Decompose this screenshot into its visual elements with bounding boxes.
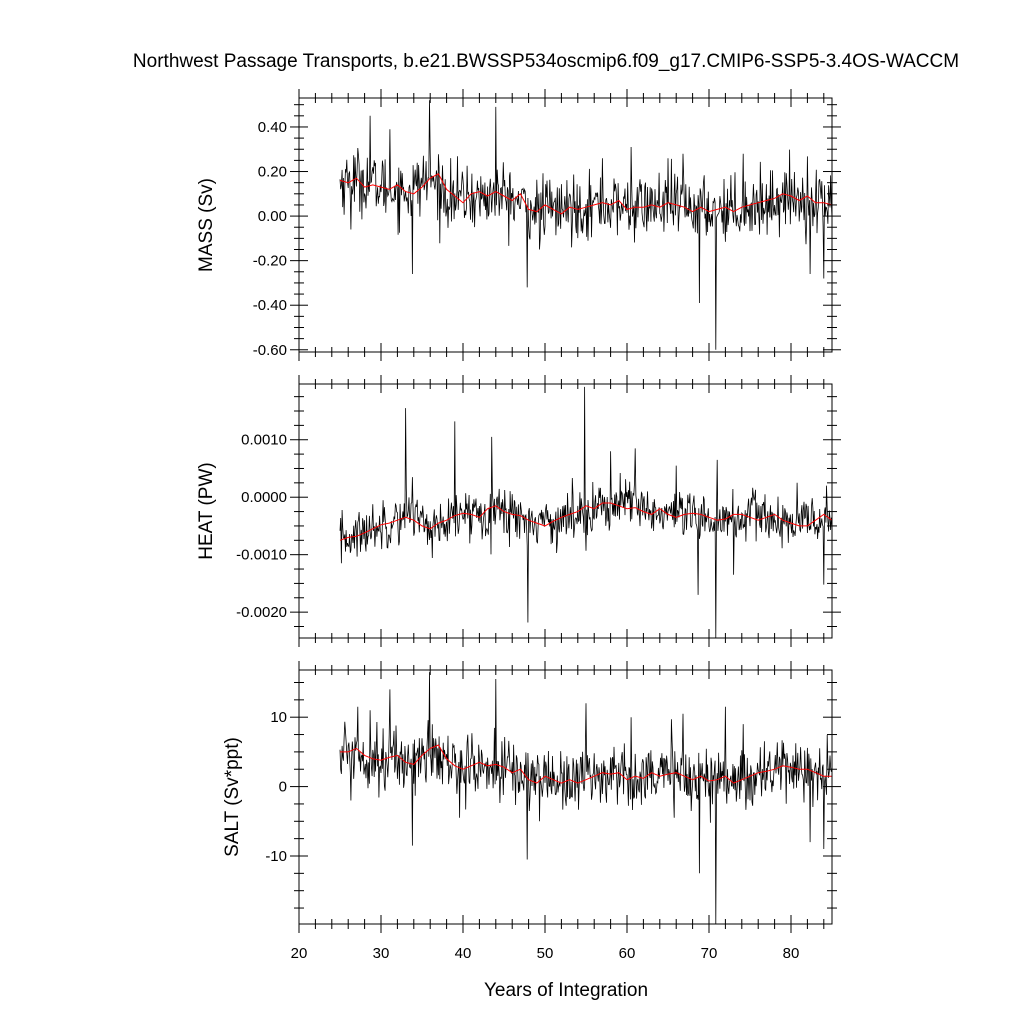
- heat-smoothed-series-line: [339, 502, 832, 541]
- x-tick-label: 50: [537, 945, 554, 962]
- x-axis-label: Years of Integration: [484, 980, 648, 1001]
- x-tick-label: 80: [783, 945, 800, 962]
- x-tick-label: 30: [373, 945, 390, 962]
- salt-plot-frame: [298, 669, 833, 925]
- panels: -0.60 -0.40 -0.20 0.00 0.20 0.40 MASS (Sv) -0.0…: [196, 89, 841, 962]
- heat-y-tick-label: -0.0010: [236, 547, 287, 564]
- mass-raw-series-line: [339, 100, 832, 350]
- x-tick-label: 20: [291, 945, 308, 962]
- salt-panel: 20 30 40 50 60 70 80 -10 0 10 SALT (Sv*ppt): [222, 661, 841, 962]
- x-tick-label: 40: [455, 945, 472, 962]
- heat-raw-series-line: [339, 386, 832, 638]
- heat-y-tick-label: -0.0020: [236, 604, 287, 621]
- mass-plot-frame: [298, 97, 833, 353]
- mass-y-tick-label: -0.60: [253, 342, 287, 359]
- heat-y-tick-label: 0.0010: [241, 432, 287, 449]
- mass-y-tick-label: 0.20: [258, 164, 287, 181]
- salt-raw-series-line: [339, 672, 832, 924]
- figure-title: Northwest Passage Transports, b.e21.BWSS…: [133, 51, 959, 72]
- heat-plot-frame: [298, 383, 833, 639]
- heat-y-axis-label: HEAT (PW): [196, 462, 217, 559]
- salt-y-axis-label: SALT (Sv*ppt): [222, 737, 243, 857]
- mass-y-tick-label: -0.20: [253, 253, 287, 270]
- mass-y-tick-label: -0.40: [253, 297, 287, 314]
- heat-panel: -0.0020 -0.0010 0.0000 0.0010 HEAT (PW): [196, 375, 841, 647]
- heat-y-tick-label: 0.0000: [241, 489, 287, 506]
- salt-smoothed-series-line: [340, 744, 832, 784]
- salt-y-tick-label: 0: [279, 779, 287, 796]
- salt-y-tick-label: 10: [270, 709, 287, 726]
- mass-y-axis-label: MASS (Sv): [196, 178, 217, 272]
- mass-y-tick-label: 0.00: [258, 208, 287, 225]
- mass-y-tick-label: 0.40: [258, 119, 287, 136]
- mass-panel: -0.60 -0.40 -0.20 0.00 0.20 0.40 MASS (Sv): [196, 89, 841, 361]
- x-tick-label: 70: [701, 945, 718, 962]
- x-tick-label: 60: [619, 945, 636, 962]
- mass-smoothed-series-line: [339, 173, 832, 215]
- salt-y-tick-label: -10: [265, 848, 287, 865]
